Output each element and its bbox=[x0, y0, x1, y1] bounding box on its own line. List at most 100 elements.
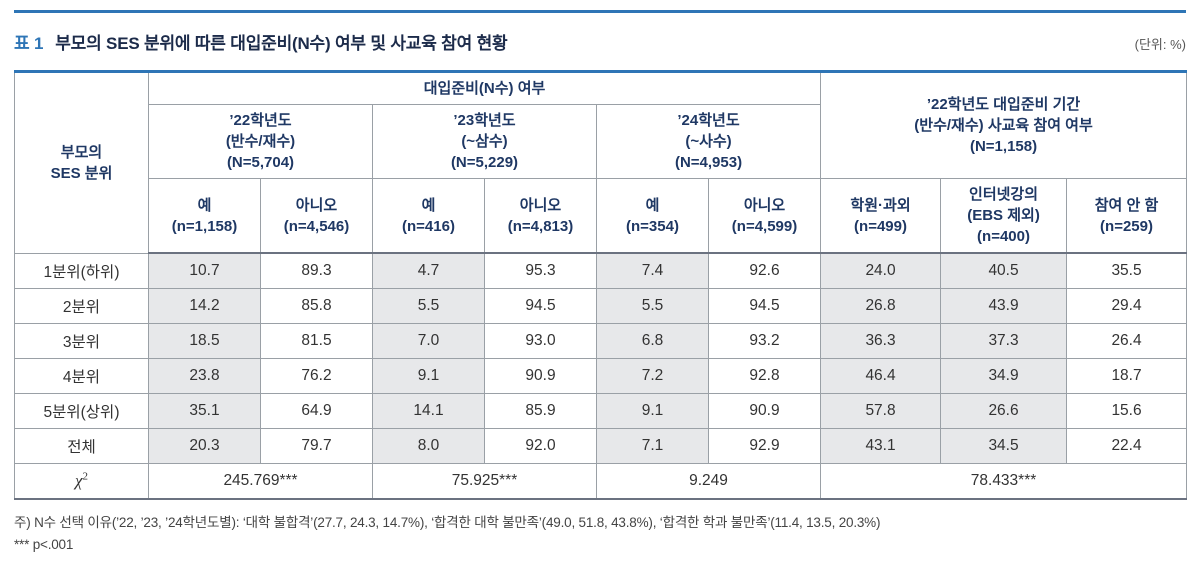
table-row-total: 전체 20.3 79.7 8.0 92.0 7.1 92.9 43.1 34.5… bbox=[14, 428, 1188, 464]
cell: 14.1 bbox=[372, 393, 485, 429]
table-row: 4분위 23.8 76.2 9.1 90.9 7.2 92.8 46.4 34.… bbox=[14, 358, 1188, 394]
row-label: 3분위 bbox=[14, 323, 149, 359]
cell: 92.8 bbox=[707, 358, 822, 394]
cell: 85.8 bbox=[260, 288, 373, 324]
cell: 94.5 bbox=[484, 288, 597, 324]
cell: 7.0 bbox=[372, 323, 485, 359]
cell: 10.7 bbox=[148, 252, 261, 289]
chi-value-private-edu: 78.433*** bbox=[820, 463, 1188, 500]
chi-value-24: 9.249 bbox=[595, 463, 822, 500]
cell: 81.5 bbox=[260, 323, 373, 359]
row-header-ses: 부모의 SES 분위 bbox=[14, 70, 149, 254]
cell: 79.7 bbox=[260, 428, 373, 464]
cell: 20.3 bbox=[148, 428, 261, 464]
row-label: 5분위(상위) bbox=[14, 393, 149, 429]
cell: 85.9 bbox=[484, 393, 597, 429]
cell: 15.6 bbox=[1066, 393, 1188, 429]
cell: 95.3 bbox=[484, 252, 597, 289]
col-header-yes-23: 예 (n=416) bbox=[372, 178, 485, 254]
cell: 93.2 bbox=[707, 323, 822, 359]
table-title-bar: 표 1 부모의 SES 분위에 따른 대입준비(N수) 여부 및 사교육 참여 … bbox=[14, 29, 1186, 54]
cell: 9.1 bbox=[372, 358, 485, 394]
cell: 9.1 bbox=[596, 393, 709, 429]
table-number: 표 1 bbox=[14, 34, 44, 53]
cell: 26.4 bbox=[1066, 323, 1188, 359]
cell: 89.3 bbox=[260, 252, 373, 289]
year-header-23: ’23학년도 (~삼수) (N=5,229) bbox=[372, 104, 597, 179]
report-page: 표 1 부모의 SES 분위에 따른 대입준비(N수) 여부 및 사교육 참여 … bbox=[14, 10, 1188, 557]
cell: 24.0 bbox=[820, 252, 942, 289]
table-row: 3분위 18.5 81.5 7.0 93.0 6.8 93.2 36.3 37.… bbox=[14, 323, 1188, 359]
cell: 35.1 bbox=[148, 393, 261, 429]
col-header-no-23: 아니오 (n=4,813) bbox=[484, 178, 597, 254]
cell: 92.6 bbox=[707, 252, 822, 289]
chi-value-22: 245.769*** bbox=[148, 463, 373, 500]
cell: 76.2 bbox=[260, 358, 373, 394]
row-label: 전체 bbox=[14, 428, 149, 464]
chi-symbol: χ2 bbox=[75, 470, 88, 491]
footnote-significance: *** p<.001 bbox=[14, 537, 74, 553]
cell: 35.5 bbox=[1066, 252, 1188, 289]
row-label: 4분위 bbox=[14, 358, 149, 394]
cell: 90.9 bbox=[707, 393, 822, 429]
chi-square-label: χ2 bbox=[14, 463, 149, 500]
cell: 23.8 bbox=[148, 358, 261, 394]
cell: 4.7 bbox=[372, 252, 485, 289]
cell: 7.2 bbox=[596, 358, 709, 394]
row-label: 2분위 bbox=[14, 288, 149, 324]
cell: 92.9 bbox=[707, 428, 822, 464]
group-header-private-edu: ’22학년도 대입준비 기간 (반수/재수) 사교육 참여 여부 (N=1,15… bbox=[820, 70, 1188, 179]
col-header-none: 참여 안 함 (n=259) bbox=[1066, 178, 1188, 254]
cell: 22.4 bbox=[1066, 428, 1188, 464]
cell: 93.0 bbox=[484, 323, 597, 359]
footnote-reasons: 주) N수 선택 이유(’22, ’23, ’24학년도별): ‘대학 불합격’… bbox=[14, 515, 881, 530]
cell: 57.8 bbox=[820, 393, 942, 429]
cell: 90.9 bbox=[484, 358, 597, 394]
col-header-hagwon: 학원·과외 (n=499) bbox=[820, 178, 942, 254]
table-row: 2분위 14.2 85.8 5.5 94.5 5.5 94.5 26.8 43.… bbox=[14, 288, 1188, 324]
cell: 43.9 bbox=[940, 288, 1068, 324]
cell: 34.9 bbox=[940, 358, 1068, 394]
cell: 7.1 bbox=[596, 428, 709, 464]
cell: 18.5 bbox=[148, 323, 261, 359]
cell: 14.2 bbox=[148, 288, 261, 324]
cell: 43.1 bbox=[820, 428, 942, 464]
cell: 92.0 bbox=[484, 428, 597, 464]
cell: 26.8 bbox=[820, 288, 942, 324]
group-header-nsu: 대입준비(N수) 여부 bbox=[147, 70, 822, 105]
cell: 26.6 bbox=[940, 393, 1068, 429]
header-row-groups: 부모의 SES 분위 대입준비(N수) 여부 ’22학년도 대입준비 기간 (반… bbox=[14, 70, 1188, 254]
header-row-columns: 예 (n=1,158) 아니오 (n=4,546) 예 (n=416) 아니오 … bbox=[15, 178, 1188, 254]
cell: 8.0 bbox=[372, 428, 485, 464]
col-header-no-22: 아니오 (n=4,546) bbox=[260, 178, 373, 254]
chi-square-row: χ2 245.769*** 75.925*** 9.249 78.433*** bbox=[14, 463, 1188, 500]
cell: 34.5 bbox=[940, 428, 1068, 464]
cell: 64.9 bbox=[260, 393, 373, 429]
col-header-internet: 인터넷강의 (EBS 제외) (n=400) bbox=[940, 178, 1068, 254]
cell: 46.4 bbox=[820, 358, 942, 394]
cell: 7.4 bbox=[596, 252, 709, 289]
year-header-22: ’22학년도 (반수/재수) (N=5,704) bbox=[148, 104, 373, 179]
unit-label: (단위: %) bbox=[1134, 37, 1186, 52]
cell: 94.5 bbox=[707, 288, 822, 324]
table-row: 1분위(하위) 10.7 89.3 4.7 95.3 7.4 92.6 24.0… bbox=[14, 252, 1188, 289]
chi-value-23: 75.925*** bbox=[372, 463, 597, 500]
cell: 37.3 bbox=[940, 323, 1068, 359]
year-header-24: ’24학년도 (~사수) (N=4,953) bbox=[595, 104, 822, 179]
col-header-no-24: 아니오 (n=4,599) bbox=[707, 178, 822, 254]
cell: 29.4 bbox=[1066, 288, 1188, 324]
table-row: 5분위(상위) 35.1 64.9 14.1 85.9 9.1 90.9 57.… bbox=[14, 393, 1188, 429]
cell: 5.5 bbox=[596, 288, 709, 324]
header-row-years: ’22학년도 (반수/재수) (N=5,704) ’23학년도 (~삼수) (N… bbox=[15, 104, 1187, 179]
cell: 18.7 bbox=[1066, 358, 1188, 394]
col-header-yes-22: 예 (n=1,158) bbox=[148, 178, 261, 254]
cell: 5.5 bbox=[372, 288, 485, 324]
cell: 6.8 bbox=[596, 323, 709, 359]
top-divider bbox=[14, 10, 1186, 13]
footnotes: 주) N수 선택 이유(’22, ’23, ’24학년도별): ‘대학 불합격’… bbox=[14, 512, 1186, 557]
cell: 40.5 bbox=[940, 252, 1068, 289]
page-title: 부모의 SES 분위에 따른 대입준비(N수) 여부 및 사교육 참여 현황 bbox=[55, 34, 508, 53]
col-header-yes-24: 예 (n=354) bbox=[596, 178, 709, 254]
cell: 36.3 bbox=[820, 323, 942, 359]
ses-data-table: 부모의 SES 분위 대입준비(N수) 여부 ’22학년도 대입준비 기간 (반… bbox=[14, 70, 1188, 500]
